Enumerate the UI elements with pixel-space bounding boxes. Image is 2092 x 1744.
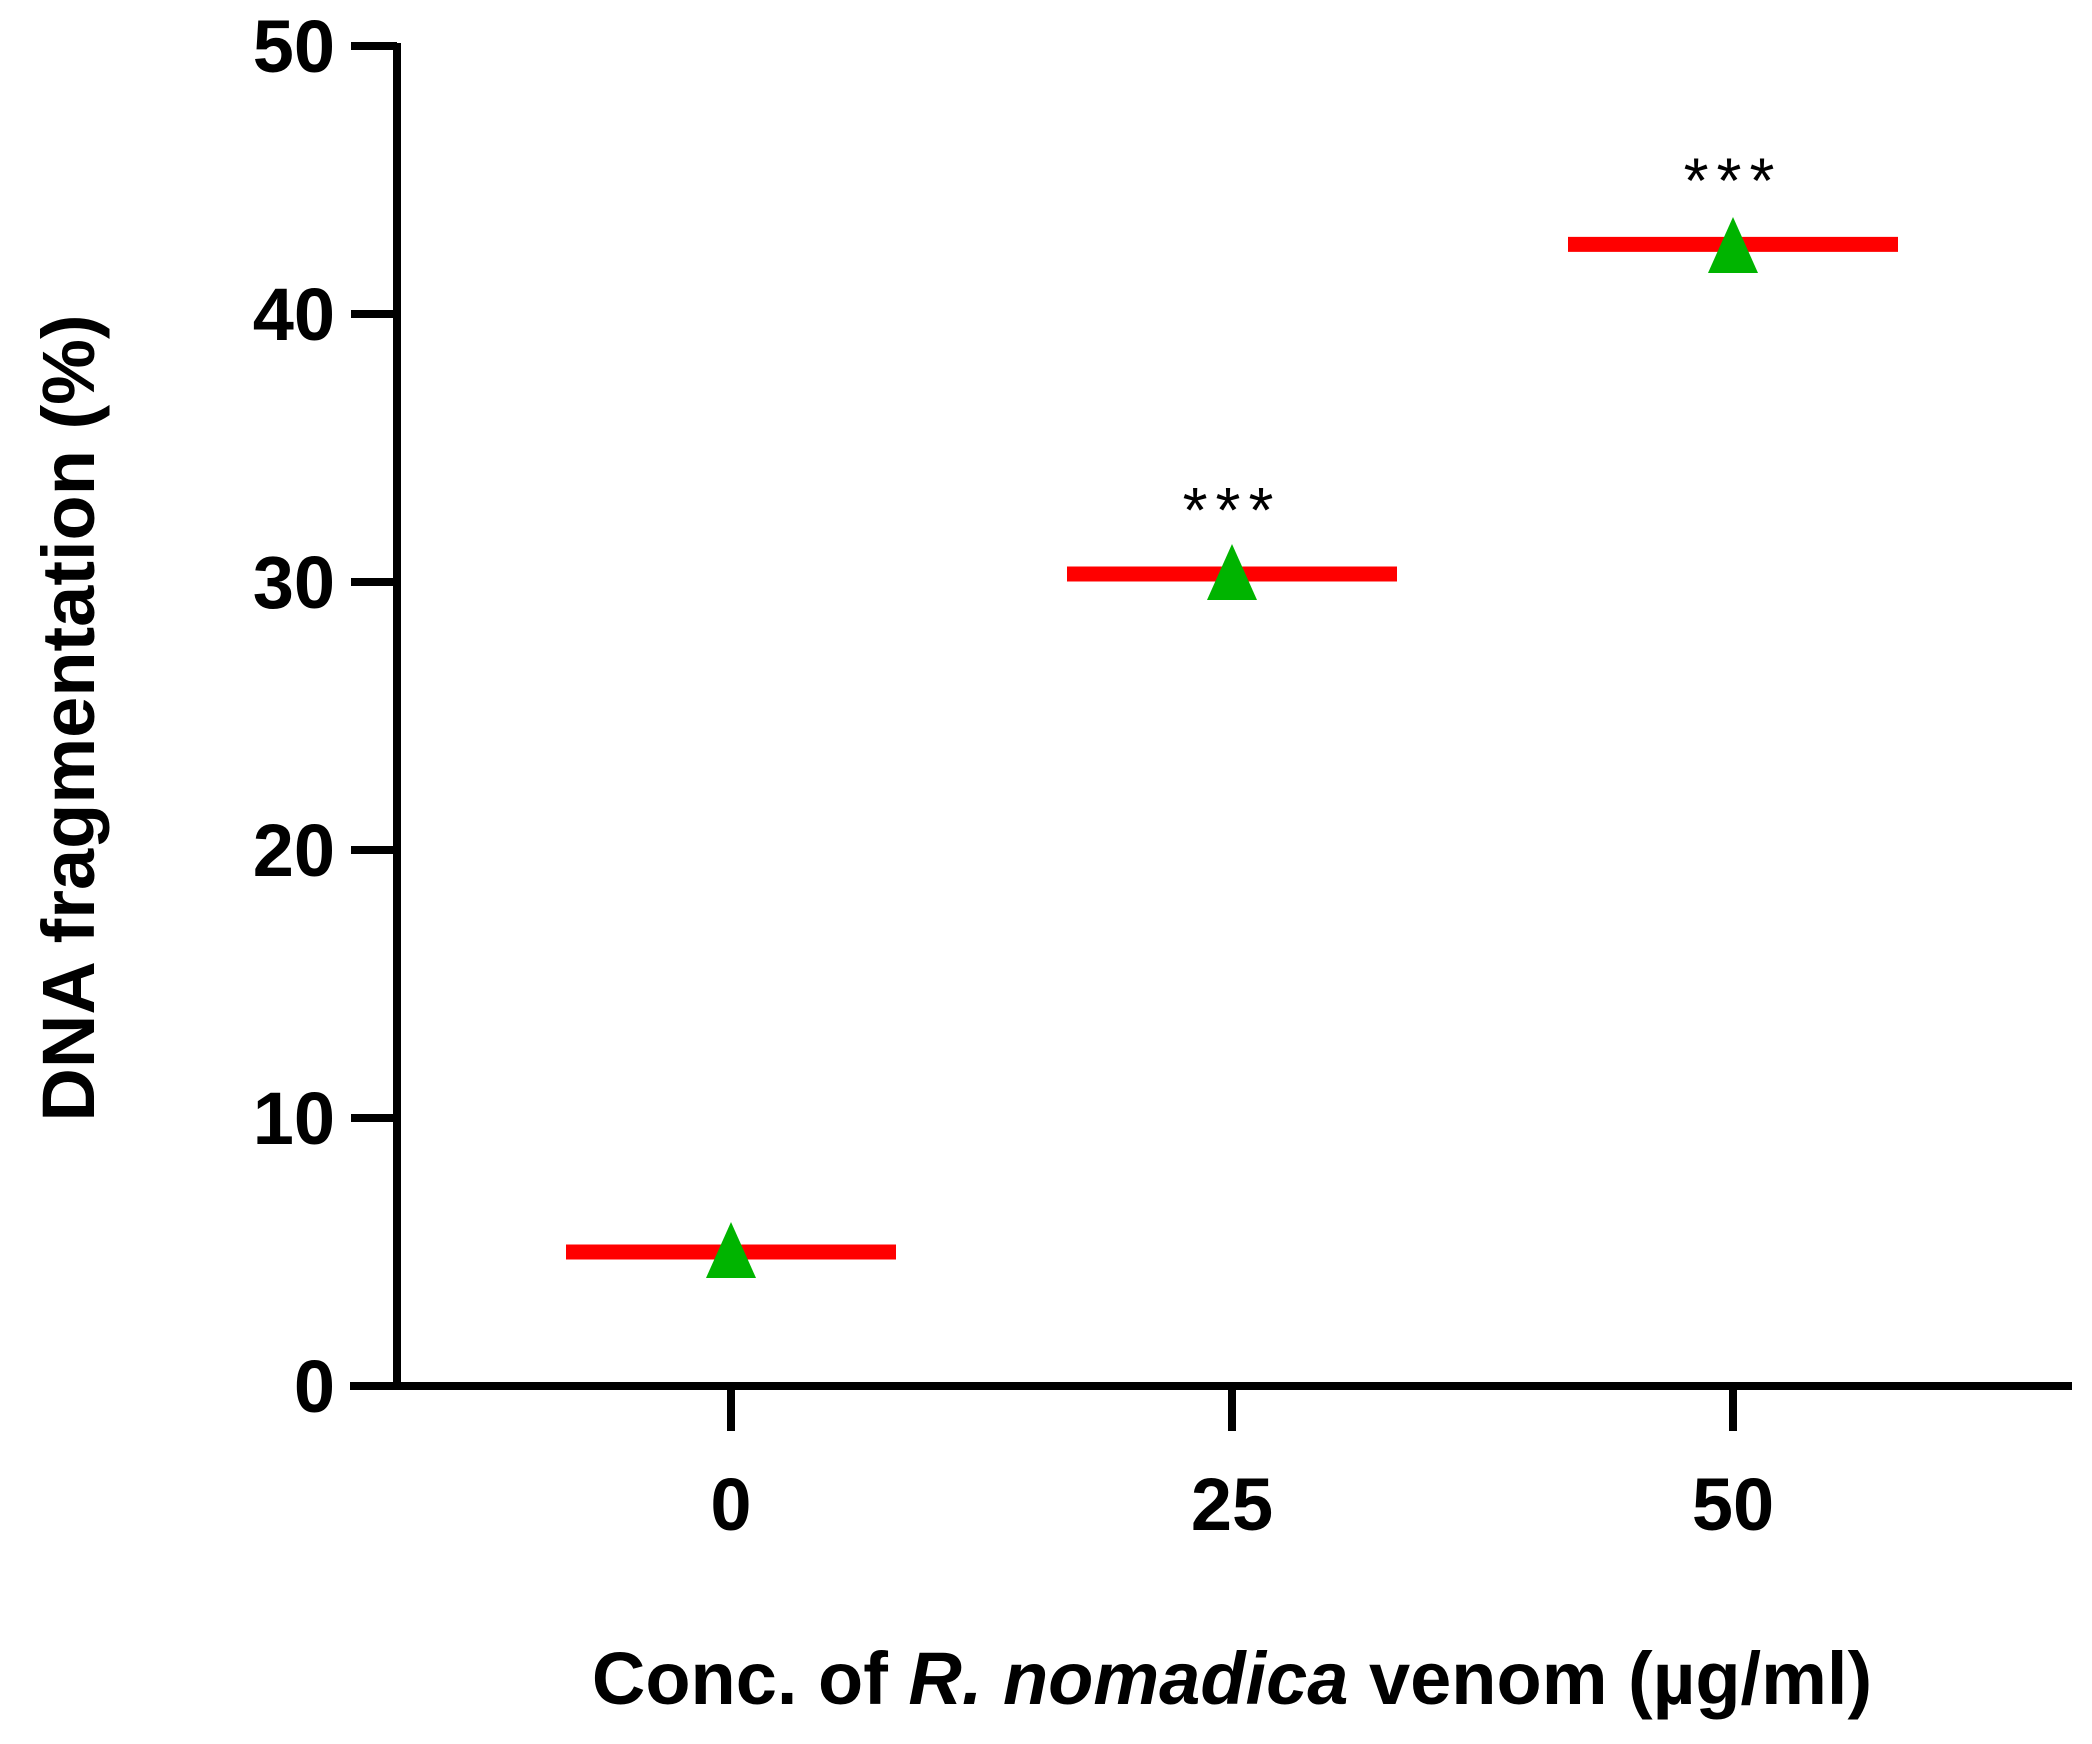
labels: 0 10 20 30 40 50 0 25 50 *** *** DNA fragmentation … — [27, 5, 1872, 1720]
x-axis-title-part: venom (µg/ml) — [1348, 1637, 1872, 1720]
data-point-triangle — [706, 1222, 756, 1278]
x-tick-label: 50 — [1692, 1463, 1774, 1546]
x-axis-title: Conc. of R. nomadica venom (µg/ml) — [592, 1637, 1872, 1720]
significance-label: *** — [1684, 144, 1783, 216]
significance-label: *** — [1183, 474, 1282, 546]
y-tick-label: 0 — [294, 1345, 335, 1428]
axes — [350, 42, 2072, 1431]
y-tick-label: 50 — [253, 5, 335, 88]
data-point-triangle — [1207, 543, 1257, 600]
data-point-triangle — [1708, 217, 1758, 273]
x-tick-label: 0 — [710, 1463, 751, 1546]
y-tick-label: 20 — [253, 809, 335, 892]
data-marks — [566, 217, 1898, 1278]
y-tick-label: 40 — [253, 273, 335, 356]
y-tick-label: 30 — [253, 541, 335, 624]
x-axis-title-part: R. nomadica — [908, 1637, 1348, 1720]
y-axis-title: DNA fragmentation (%) — [27, 314, 110, 1121]
x-tick-label: 25 — [1191, 1463, 1273, 1546]
x-axis-title-part: Conc. of — [592, 1637, 909, 1720]
y-tick-label: 10 — [253, 1077, 335, 1160]
